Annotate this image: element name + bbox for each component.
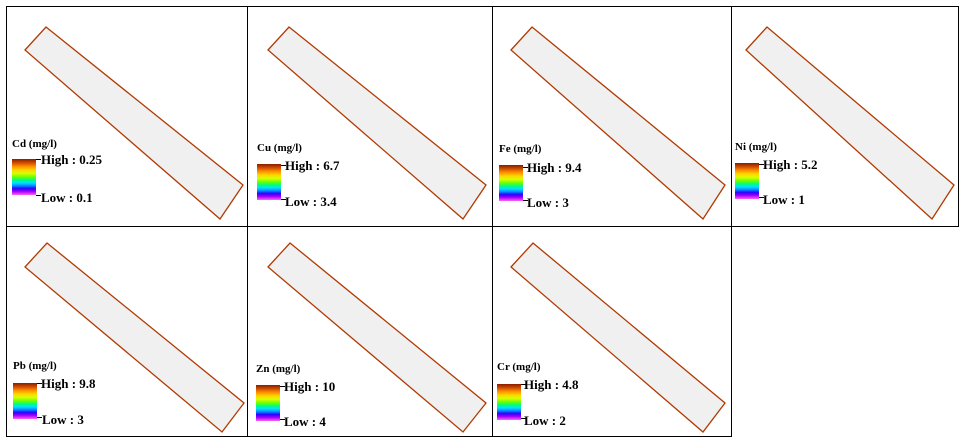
map-panel-cu: Cu (mg/l) High : 6.7 Low : 3.4 — [248, 6, 492, 226]
grid-divider-2 — [492, 6, 493, 437]
legend-title-cd: Cd (mg/l) — [12, 138, 57, 150]
map-panel-cd: Cd (mg/l) High : 0.25 Low : 0.1 — [6, 6, 247, 226]
legend-low-cu: Low : 3.4 — [285, 194, 337, 209]
grid-divider-3 — [731, 6, 732, 437]
legend-color-ramp-pb — [13, 383, 37, 419]
legend-color-ramp-cu — [257, 164, 281, 200]
map-panel-zn: Zn (mg/l) High : 10 Low : 4 — [248, 227, 492, 437]
site-outline-fe — [510, 26, 726, 220]
legend-tick-high-zn — [280, 386, 285, 387]
site-outline-cr — [510, 242, 726, 433]
legend-low-cr: Low : 2 — [524, 413, 566, 428]
legend-title-cu: Cu (mg/l) — [257, 142, 302, 154]
legend-low-zn: Low : 4 — [284, 414, 326, 429]
legend-high-cd: High : 0.25 — [41, 152, 103, 167]
grid-divider-1 — [247, 6, 248, 437]
legend-color-ramp-fe — [499, 165, 523, 201]
legend-tick-low-zn — [280, 419, 285, 420]
legend-tick-high-pb — [37, 383, 42, 384]
legend-tick-high-ni — [759, 164, 764, 165]
map-panel-pb: Pb (mg/l) High : 9.8 Low : 3 — [6, 227, 247, 437]
legend-color-ramp-cd — [12, 159, 36, 195]
legend-tick-low-cr — [521, 418, 526, 419]
legend-high-cr: High : 4.8 — [524, 377, 579, 392]
legend-high-zn: High : 10 — [284, 379, 336, 394]
legend-tick-high-fe — [523, 167, 528, 168]
site-outline-pb — [24, 242, 245, 433]
legend-color-ramp-cr — [497, 384, 521, 420]
site-outline-zn — [267, 242, 487, 433]
legend-color-ramp-zn — [256, 385, 280, 421]
map-panel-cr: Cr (mg/l) High : 4.8 Low : 2 — [493, 227, 731, 437]
map-panel-fe: Fe (mg/l) High : 9.4 Low : 3 — [493, 6, 731, 226]
legend-low-pb: Low : 3 — [42, 412, 84, 427]
legend-tick-high-cd — [36, 159, 41, 160]
legend-high-fe: High : 9.4 — [527, 160, 582, 175]
site-outline-cd — [24, 26, 244, 220]
legend-title-zn: Zn (mg/l) — [256, 363, 301, 375]
legend-tick-high-cr — [521, 384, 526, 385]
legend-high-pb: High : 9.8 — [41, 376, 96, 391]
legend-title-pb: Pb (mg/l) — [13, 360, 57, 372]
legend-color-ramp-ni — [735, 163, 759, 199]
legend-title-ni: Ni (mg/l) — [735, 141, 777, 153]
map-panel-ni: Ni (mg/l) High : 5.2 Low : 1 — [732, 6, 959, 226]
grid-divider-row — [6, 226, 959, 227]
legend-high-cu: High : 6.7 — [285, 158, 340, 173]
legend-low-cd: Low : 0.1 — [41, 190, 93, 205]
legend-tick-high-cu — [281, 165, 286, 166]
legend-title-cr: Cr (mg/l) — [497, 361, 541, 373]
legend-title-fe: Fe (mg/l) — [499, 143, 542, 155]
legend-tick-low-pb — [37, 417, 42, 418]
legend-tick-low-cu — [281, 199, 286, 200]
legend-tick-low-fe — [523, 200, 528, 201]
legend-high-ni: High : 5.2 — [763, 157, 818, 172]
legend-low-ni: Low : 1 — [763, 192, 805, 207]
legend-tick-low-cd — [36, 195, 41, 196]
legend-low-fe: Low : 3 — [527, 195, 569, 210]
legend-tick-low-ni — [759, 197, 764, 198]
site-outline-ni — [745, 26, 955, 220]
site-outline-cu — [267, 26, 487, 220]
